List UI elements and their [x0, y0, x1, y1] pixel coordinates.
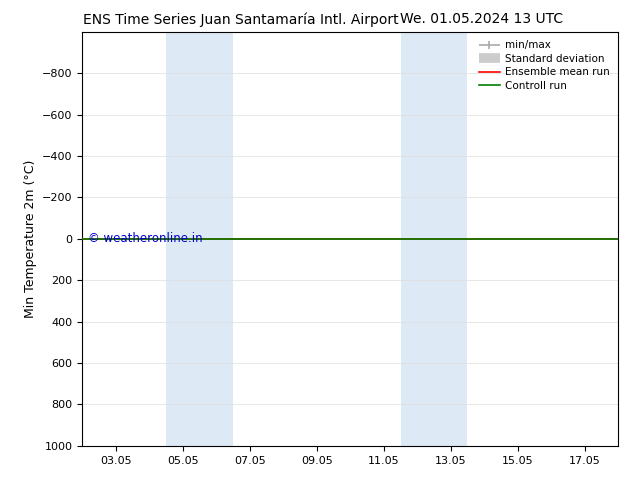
Text: We. 01.05.2024 13 UTC: We. 01.05.2024 13 UTC — [400, 12, 564, 26]
Text: ENS Time Series Juan Santamaría Intl. Airport: ENS Time Series Juan Santamaría Intl. Ai… — [83, 12, 399, 27]
Bar — [166, 32, 233, 446]
Bar — [401, 32, 467, 446]
Text: © weatheronline.in: © weatheronline.in — [87, 232, 202, 245]
Legend: min/max, Standard deviation, Ensemble mean run, Controll run: min/max, Standard deviation, Ensemble me… — [476, 37, 613, 94]
Y-axis label: Min Temperature 2m (°C): Min Temperature 2m (°C) — [23, 160, 37, 318]
